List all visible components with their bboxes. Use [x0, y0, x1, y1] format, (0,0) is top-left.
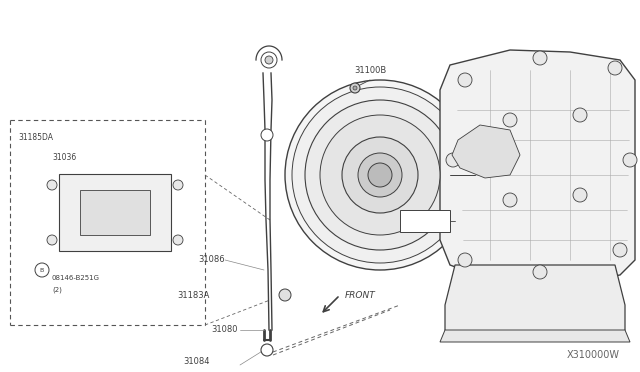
Text: 31084: 31084: [184, 357, 210, 366]
Circle shape: [261, 344, 273, 356]
Circle shape: [285, 80, 475, 270]
Text: (2): (2): [52, 287, 62, 293]
Circle shape: [503, 193, 517, 207]
Bar: [400, 210, 450, 232]
Circle shape: [261, 129, 273, 141]
Circle shape: [623, 153, 637, 167]
FancyBboxPatch shape: [59, 174, 171, 251]
Circle shape: [368, 163, 392, 187]
Text: 08146-B251G: 08146-B251G: [52, 275, 100, 281]
Polygon shape: [452, 125, 520, 178]
Text: 31080: 31080: [211, 326, 238, 334]
Circle shape: [342, 137, 418, 213]
Circle shape: [35, 263, 49, 277]
Text: 31185DA: 31185DA: [18, 132, 53, 141]
Circle shape: [292, 87, 468, 263]
Circle shape: [353, 86, 357, 90]
Circle shape: [265, 56, 273, 64]
Circle shape: [358, 153, 402, 197]
Polygon shape: [445, 265, 625, 340]
Circle shape: [573, 188, 587, 202]
Circle shape: [350, 83, 360, 93]
Circle shape: [446, 153, 460, 167]
Circle shape: [47, 180, 57, 190]
Circle shape: [305, 100, 455, 250]
Text: 31086: 31086: [198, 256, 225, 264]
Text: X310000W: X310000W: [567, 350, 620, 360]
Circle shape: [573, 108, 587, 122]
Text: FRONT: FRONT: [345, 291, 376, 299]
Bar: [80, 190, 150, 235]
Text: 31036: 31036: [52, 154, 76, 163]
Text: 31183A: 31183A: [178, 291, 210, 299]
Circle shape: [47, 235, 57, 245]
Circle shape: [173, 235, 183, 245]
Polygon shape: [440, 330, 630, 342]
Text: 31100B: 31100B: [354, 66, 386, 75]
Circle shape: [533, 51, 547, 65]
Circle shape: [613, 243, 627, 257]
Circle shape: [608, 61, 622, 75]
Circle shape: [173, 180, 183, 190]
Polygon shape: [440, 50, 635, 285]
Circle shape: [533, 265, 547, 279]
Circle shape: [458, 253, 472, 267]
Circle shape: [261, 52, 277, 68]
Circle shape: [458, 73, 472, 87]
Text: B: B: [40, 267, 44, 273]
Text: 3102OM: 3102OM: [408, 217, 442, 225]
Circle shape: [279, 289, 291, 301]
Circle shape: [320, 115, 440, 235]
Circle shape: [503, 113, 517, 127]
